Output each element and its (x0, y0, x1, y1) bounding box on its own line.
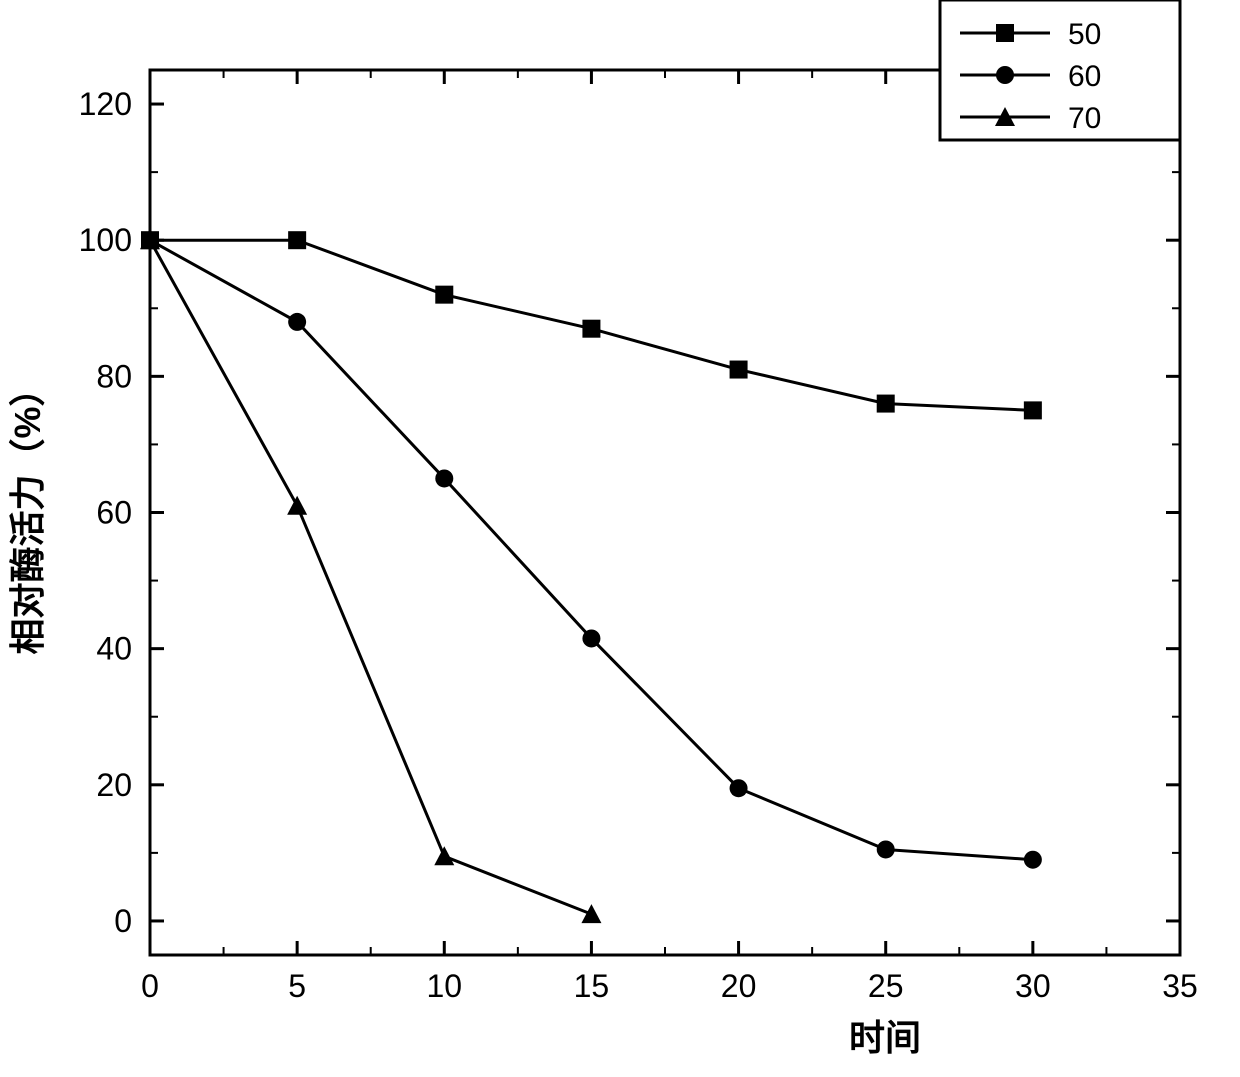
legend-label: 50 (1068, 18, 1101, 51)
square-marker (730, 361, 748, 379)
y-tick-label: 60 (96, 495, 132, 531)
circle-marker (877, 840, 895, 858)
circle-marker (996, 66, 1014, 84)
circle-marker (435, 469, 453, 487)
y-tick-label: 120 (79, 86, 132, 122)
x-tick-label: 15 (574, 968, 610, 1004)
x-tick-label: 35 (1162, 968, 1198, 1004)
x-tick-label: 25 (868, 968, 904, 1004)
square-marker (582, 320, 600, 338)
square-marker (435, 286, 453, 304)
circle-marker (582, 629, 600, 647)
circle-marker (730, 779, 748, 797)
legend: 50 60 70 (940, 0, 1180, 140)
square-marker (996, 24, 1014, 42)
y-tick-label: 20 (96, 767, 132, 803)
circle-marker (288, 313, 306, 331)
square-marker (1024, 401, 1042, 419)
x-tick-label: 30 (1015, 968, 1051, 1004)
y-tick-label: 40 (96, 631, 132, 667)
square-marker (288, 231, 306, 249)
y-tick-label: 100 (79, 222, 132, 258)
x-tick-label: 5 (288, 968, 306, 1004)
y-axis-label: 相对酶活力（%） (7, 370, 48, 654)
y-tick-label: 80 (96, 358, 132, 394)
x-tick-label: 10 (426, 968, 462, 1004)
legend-label: 60 (1068, 60, 1101, 93)
legend-label: 70 (1068, 102, 1101, 135)
legend-box (940, 0, 1180, 140)
square-marker (877, 395, 895, 413)
line-chart: 0 5 10 15 20 25 30 35 0 20 40 60 80 100 120 时间 相对酶活力（%） 5… (0, 0, 1240, 1077)
x-tick-label: 20 (721, 968, 757, 1004)
circle-marker (1024, 851, 1042, 869)
x-axis-label: 时间 (849, 1017, 921, 1058)
y-tick-label: 0 (114, 903, 132, 939)
chart-container: 0 5 10 15 20 25 30 35 0 20 40 60 80 100 120 时间 相对酶活力（%） 5… (0, 0, 1240, 1077)
x-tick-label: 0 (141, 968, 159, 1004)
